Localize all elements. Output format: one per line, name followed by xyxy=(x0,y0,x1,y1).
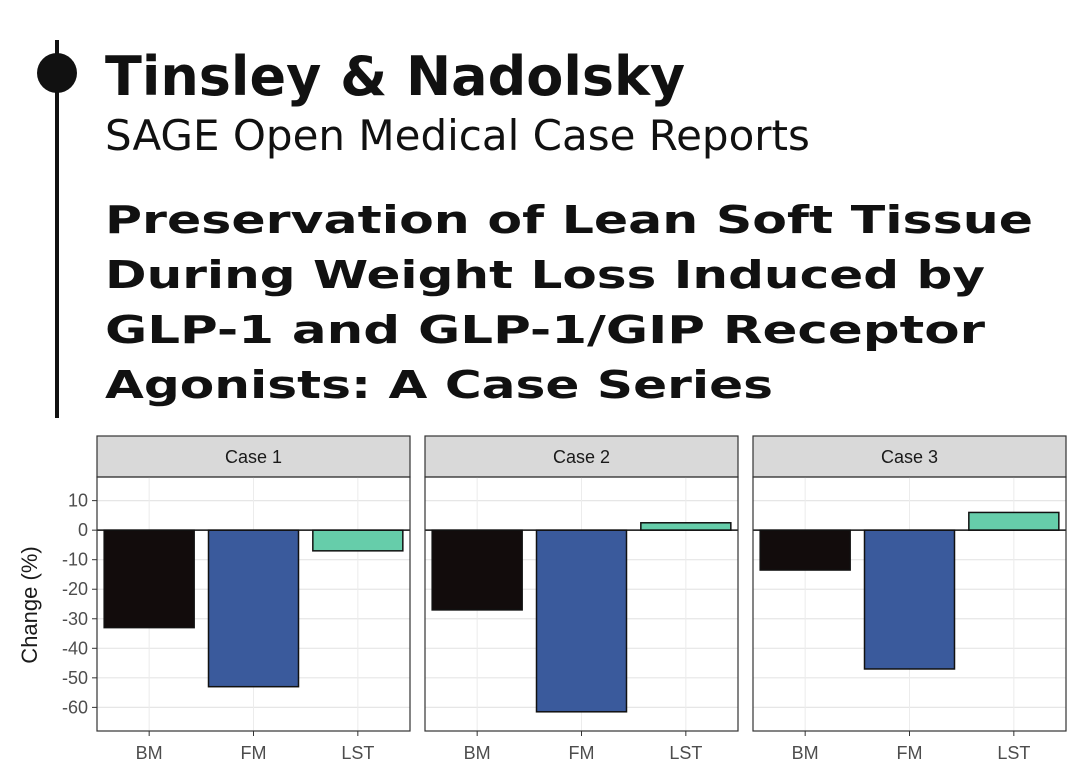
bar xyxy=(759,529,851,571)
x-tick-label: FM xyxy=(569,743,595,763)
strip xyxy=(424,435,739,478)
y-tick-label: -40 xyxy=(62,638,88,658)
journal: SAGE Open Medical Case Reports xyxy=(105,111,810,160)
bar xyxy=(207,529,300,688)
title-line: Preservation of Lean Soft Tissue xyxy=(105,198,1033,242)
title-line: GLP-1 and GLP-1/GIP Receptor xyxy=(105,308,985,352)
y-tick-label: -60 xyxy=(62,697,88,717)
bar xyxy=(968,511,1060,531)
bar xyxy=(863,529,956,670)
title-line: Agonists: A Case Series xyxy=(105,363,773,407)
panel-border xyxy=(752,476,1067,732)
strip xyxy=(752,435,1067,478)
facet-title: Case 1 xyxy=(225,447,282,467)
y-tick-label: -50 xyxy=(62,668,88,688)
x-tick-label: LST xyxy=(341,743,374,763)
y-tick-label: -30 xyxy=(62,609,88,629)
timeline-dot xyxy=(37,53,77,93)
y-tick-label: -10 xyxy=(62,550,88,570)
authors: Tinsley & Nadolsky xyxy=(105,45,685,108)
panel-border xyxy=(96,476,411,732)
title-line: During Weight Loss Induced by xyxy=(105,253,985,297)
bar xyxy=(640,522,732,531)
y-axis-label: Change (%) xyxy=(17,546,42,663)
bar xyxy=(312,529,404,552)
y-tick-label: 10 xyxy=(68,491,88,511)
facet-title: Case 3 xyxy=(881,447,938,467)
x-tick-label: BM xyxy=(136,743,163,763)
x-tick-label: FM xyxy=(241,743,267,763)
bar xyxy=(535,529,628,713)
x-tick-label: LST xyxy=(669,743,702,763)
x-tick-label: BM xyxy=(464,743,491,763)
x-tick-label: LST xyxy=(997,743,1030,763)
x-tick-label: BM xyxy=(792,743,819,763)
facet-title: Case 2 xyxy=(553,447,610,467)
panel-border xyxy=(424,476,739,732)
paper-title: Preservation of Lean Soft Tissue During W… xyxy=(105,198,1033,407)
x-tick-label: FM xyxy=(897,743,923,763)
y-tick-label: 0 xyxy=(78,520,88,540)
bar xyxy=(431,529,523,611)
bar xyxy=(103,529,195,629)
y-tick-label: -20 xyxy=(62,579,88,599)
